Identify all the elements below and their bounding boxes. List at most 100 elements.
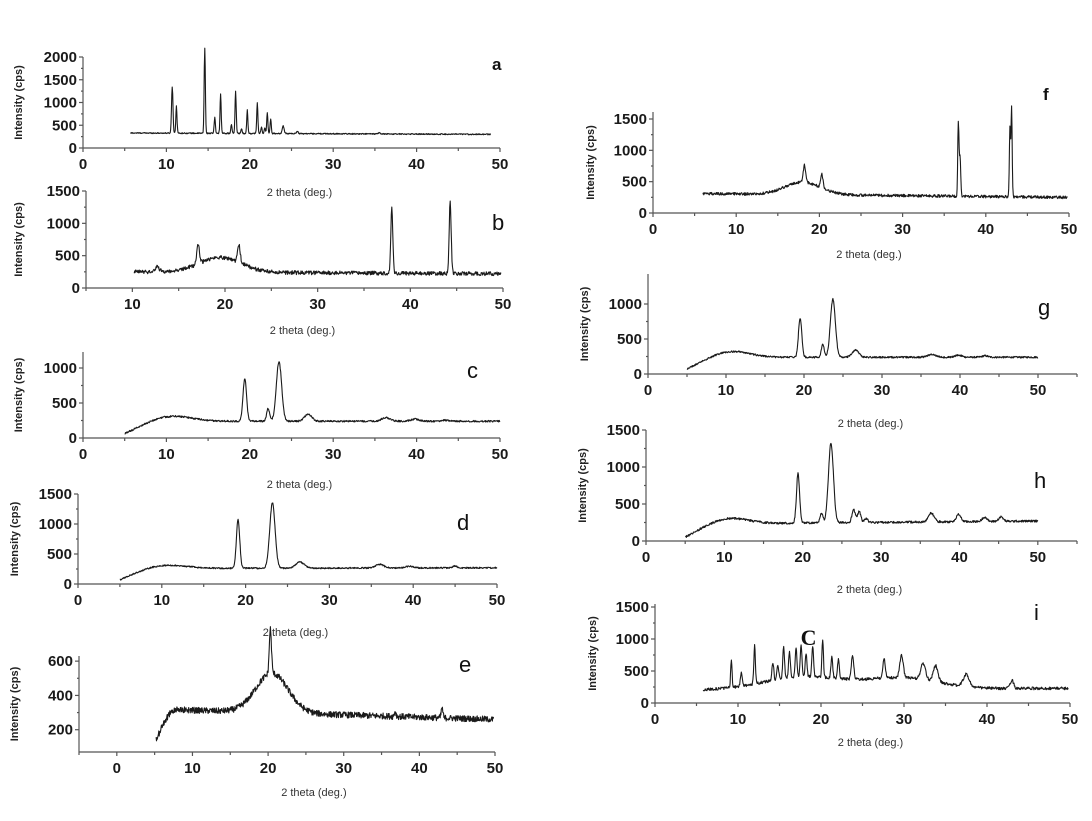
x-tick-label: 40: [977, 221, 994, 238]
y-tick-label: 500: [52, 395, 77, 412]
x-axis-title: 2 theta (deg.): [836, 249, 901, 261]
x-tick-label: 10: [728, 221, 745, 238]
y-tick-label: 600: [48, 653, 73, 670]
y-tick-label: 500: [622, 174, 647, 191]
panel-label: i: [1034, 600, 1039, 625]
x-tick-label: 10: [730, 711, 747, 728]
xrd-trace-d: [119, 502, 498, 581]
x-tick-label: 20: [811, 221, 828, 238]
xrd-trace-h: [685, 442, 1039, 538]
y-axis-title: Intensity (cps): [13, 65, 25, 140]
y-tick-label: 1500: [47, 183, 80, 200]
x-tick-label: 50: [489, 592, 506, 609]
x-tick-label: 20: [260, 760, 277, 777]
x-tick-label: 30: [874, 382, 891, 399]
xrd-trace-c: [124, 361, 501, 435]
y-axis-title: Intensity (cps): [13, 357, 25, 432]
y-tick-label: 1000: [607, 459, 640, 476]
x-tick-label: 30: [894, 221, 911, 238]
y-tick-label: 0: [72, 280, 80, 297]
y-tick-label: 1000: [614, 142, 647, 159]
y-axis-title: Intensity (cps): [585, 125, 597, 200]
x-axis-title: 2 theta (deg.): [270, 325, 335, 337]
x-tick-label: 40: [408, 156, 425, 173]
x-tick-label: 0: [644, 382, 652, 399]
x-tick-label: 20: [796, 382, 813, 399]
x-tick-label: 30: [309, 296, 326, 313]
x-axis-title: 2 theta (deg.): [837, 584, 902, 596]
x-tick-label: 40: [408, 446, 425, 463]
y-tick-label: 0: [64, 576, 72, 593]
x-tick-label: 30: [896, 711, 913, 728]
y-tick-label: 1500: [44, 72, 77, 89]
x-tick-label: 30: [321, 592, 338, 609]
y-tick-label: 1000: [39, 516, 72, 533]
y-tick-label: 1000: [616, 631, 649, 648]
y-tick-label: 0: [69, 430, 77, 447]
x-tick-label: 50: [492, 446, 509, 463]
x-tick-label: 50: [492, 156, 509, 173]
y-tick-label: 0: [634, 366, 642, 383]
x-tick-label: 0: [79, 156, 87, 173]
y-axis-title: Intensity (cps): [577, 448, 589, 523]
xrd-trace-a: [130, 47, 492, 136]
y-tick-label: 0: [639, 205, 647, 222]
x-tick-label: 40: [952, 382, 969, 399]
xrd-trace-b: [133, 200, 502, 277]
x-tick-label: 0: [79, 446, 87, 463]
panel-label: f: [1043, 85, 1049, 104]
x-tick-label: 30: [335, 760, 352, 777]
x-axis-title: 2 theta (deg.): [838, 737, 903, 749]
x-axis-title: 2 theta (deg.): [838, 418, 903, 430]
y-axis-title: Intensity (cps): [9, 501, 21, 576]
y-axis-title: Intensity (cps): [13, 202, 25, 277]
panel-label: b: [492, 210, 504, 235]
xrd-panel-e: 0 10 20 30 40 50 200 400 600 2 theta (deg.) Intens…: [9, 626, 504, 799]
x-tick-label: 50: [495, 296, 512, 313]
x-tick-label: 30: [873, 549, 890, 566]
x-tick-label: 30: [325, 446, 342, 463]
x-tick-label: 0: [649, 221, 657, 238]
x-tick-label: 40: [411, 760, 428, 777]
y-tick-label: 2000: [44, 49, 77, 66]
x-tick-label: 10: [718, 382, 735, 399]
y-tick-label: 500: [624, 663, 649, 680]
x-tick-label: 50: [1061, 221, 1078, 238]
xrd-trace-e: [155, 626, 495, 742]
x-tick-label: 10: [124, 296, 141, 313]
x-tick-label: 50: [1029, 549, 1046, 566]
x-tick-label: 30: [325, 156, 342, 173]
x-axis-title: 2 theta (deg.): [281, 787, 346, 799]
y-tick-label: 1000: [44, 360, 77, 377]
x-tick-label: 10: [184, 760, 201, 777]
x-axis-title: 2 theta (deg.): [263, 627, 328, 639]
y-tick-label: 1000: [47, 215, 80, 232]
x-tick-label: 40: [402, 296, 419, 313]
x-tick-label: 10: [158, 156, 175, 173]
y-tick-label: 1000: [44, 95, 77, 112]
panel-label: g: [1038, 295, 1050, 320]
y-tick-label: 1500: [616, 599, 649, 616]
x-tick-label: 20: [813, 711, 830, 728]
x-axis-title: 2 theta (deg.): [267, 187, 332, 199]
y-axis-title: Intensity (cps): [9, 666, 21, 741]
y-tick-label: 0: [632, 533, 640, 550]
y-tick-label: 1500: [39, 486, 72, 503]
y-tick-label: 1500: [614, 111, 647, 128]
x-tick-label: 0: [74, 592, 82, 609]
y-tick-label: 1000: [609, 296, 642, 313]
y-tick-label: 500: [55, 248, 80, 265]
xrd-trace-i: [702, 639, 1069, 692]
y-tick-label: 0: [69, 140, 77, 157]
x-tick-label: 50: [487, 760, 504, 777]
x-tick-label: 50: [1030, 382, 1047, 399]
x-tick-label: 20: [217, 296, 234, 313]
x-axis-title: 2 theta (deg.): [267, 479, 332, 491]
y-tick-label: 500: [615, 496, 640, 513]
